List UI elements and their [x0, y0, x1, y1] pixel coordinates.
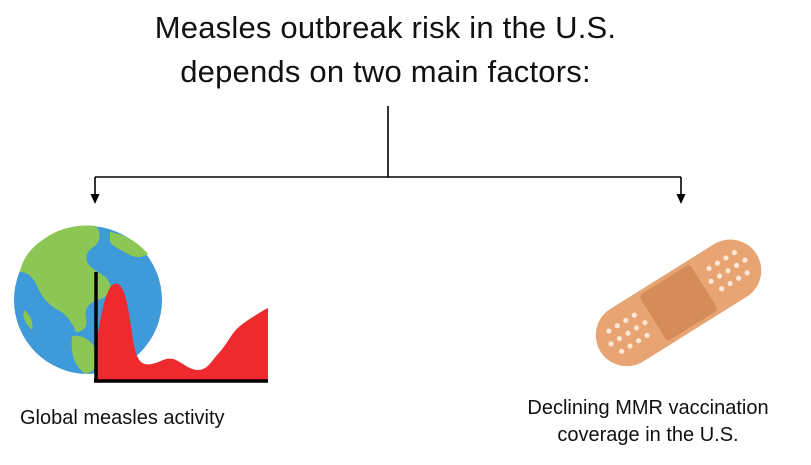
- activity-area: [96, 283, 268, 382]
- arrowhead-right: [676, 194, 686, 204]
- factor-label-line-2: coverage in the U.S.: [557, 424, 739, 446]
- bandage-icon: [578, 232, 778, 377]
- diagram-title: Measles outbreak risk in the U.S. depend…: [0, 6, 771, 94]
- measles-activity-chart: [94, 272, 268, 383]
- global-measles-activity-icon: [14, 214, 274, 394]
- title-line-1: Measles outbreak risk in the U.S.: [154, 10, 617, 45]
- factor-label-global-activity: Global measles activity: [20, 407, 225, 429]
- title-line-2: depends on two main factors:: [180, 54, 591, 89]
- arrowhead-left: [90, 194, 100, 204]
- factor-label-vaccination-coverage: Declining MMR vaccination coverage in th…: [488, 395, 808, 449]
- factor-label-line-1: Declining MMR vaccination: [527, 397, 769, 419]
- globe-icon: [14, 225, 162, 374]
